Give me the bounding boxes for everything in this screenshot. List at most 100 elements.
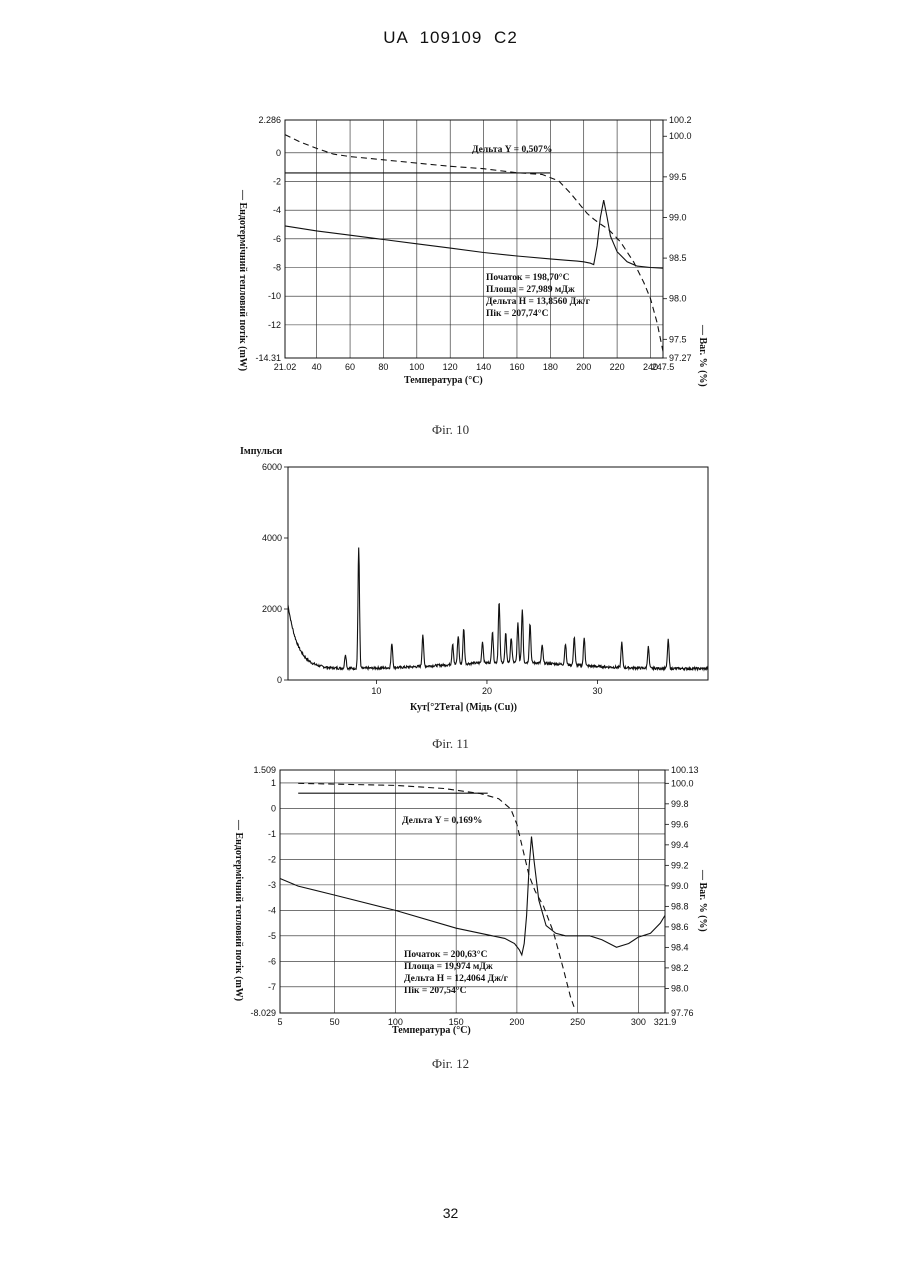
x-tick-label: 50	[330, 1017, 340, 1027]
annotation-delta-h: Дельта H = 12,4064 Дж/г	[404, 974, 509, 984]
y-right-tick-label: 99.8	[671, 799, 689, 809]
y-right-tick-label: 100.2	[669, 115, 692, 125]
y-right-tick-label: 98.2	[671, 963, 689, 973]
patent-header: UA 109109 C2	[0, 28, 901, 48]
annotation-onset: Початок = 198,70°C	[486, 272, 570, 283]
x-axis-label: Температура (°C)	[404, 375, 483, 386]
y-tick-label: 6000	[262, 462, 282, 472]
y-left-tick-label: 0	[276, 148, 281, 158]
y-right-axis-label: — Ваг. % (%)	[697, 869, 708, 932]
y-right-tick-label: 98.0	[669, 294, 687, 304]
y-right-tick-label: 98.6	[671, 922, 689, 932]
x-tick-label: 30	[592, 686, 602, 696]
right-axis-ticks: 100.13 100.0 99.8 99.6 99.4 99.2 99.0 98.8 98.6 9…	[665, 765, 699, 1018]
annotation-onset: Початок = 200,63°C	[404, 949, 488, 960]
y-left-tick-label: -6	[268, 956, 276, 966]
y-left-tick-label: -12	[268, 320, 281, 330]
x-tick-label: 21.02	[274, 362, 297, 372]
y-tick-label: 4000	[262, 533, 282, 543]
y-left-tick-label: -10	[268, 291, 281, 301]
y-tick-label: 0	[277, 675, 282, 685]
x-tick-label: 220	[610, 362, 625, 372]
x-tick-label: 180	[543, 362, 558, 372]
x-axis-label: Температура (°C)	[392, 1025, 471, 1036]
y-left-tick-label: -1	[268, 829, 276, 839]
y-left-tick-label: -5	[268, 931, 276, 941]
y-left-tick-label: -6	[273, 234, 281, 244]
y-right-tick-label: 99.2	[671, 860, 689, 870]
y-right-tick-label: 100.13	[671, 765, 699, 775]
x-axis-ticks: 550100150200250300321.9	[277, 1017, 676, 1027]
y-left-tick-label: -4	[273, 205, 281, 215]
right-axis-ticks: 100.2100.099.599.098.598.097.597.27	[663, 115, 692, 363]
y-left-tick-label: -3	[268, 880, 276, 890]
y-right-tick-label: 98.0	[671, 983, 689, 993]
x-tick-label: 300	[631, 1017, 646, 1027]
delta-y-label: Дельта Y = 0,169%	[402, 816, 482, 826]
y-right-tick-label: 98.4	[671, 942, 689, 952]
x-tick-label: 200	[509, 1017, 524, 1027]
y-right-tick-label: 99.5	[669, 172, 687, 182]
diffraction-pattern	[288, 548, 708, 670]
x-axis-ticks: 21.02406080100120140160180200220240247.5	[274, 362, 675, 372]
x-tick-label: 10	[371, 686, 381, 696]
y-left-tick-label: 1	[271, 778, 276, 788]
delta-y-label: Дельта Y = 0,507%	[472, 145, 552, 155]
x-axis-label: Кут[°2Тета] (Мідь (Cu))	[410, 702, 517, 713]
y-right-axis-label: — Ваг. % (%)	[697, 324, 708, 387]
y-axis-ticks: 0 2000 4000 6000	[262, 462, 288, 685]
x-axis-ticks: 10 20 30	[371, 680, 602, 696]
figure-caption: Фіг. 10	[0, 422, 901, 438]
y-left-tick-label: 1.509	[253, 765, 276, 775]
x-tick-label: 160	[509, 362, 524, 372]
x-tick-label: 20	[482, 686, 492, 696]
heat-flow-curve	[280, 837, 665, 955]
y-right-tick-label: 100.0	[669, 131, 692, 141]
y-left-tick-label: -8	[273, 263, 281, 273]
x-tick-label: 200	[576, 362, 591, 372]
annotation-area: Площа = 27,989 мДж	[486, 285, 575, 295]
y-right-tick-label: 99.0	[669, 212, 687, 222]
weight-percent-curve	[285, 135, 663, 352]
y-left-tick-label: -7	[268, 982, 276, 992]
page-number: 32	[0, 1205, 901, 1221]
x-tick-label: 247.5	[652, 362, 675, 372]
x-tick-label: 140	[476, 362, 491, 372]
y-axis-label: Імпульси	[240, 446, 283, 457]
x-tick-label: 321.9	[654, 1017, 677, 1027]
y-left-tick-label: -2	[273, 176, 281, 186]
figure-caption: Фіг. 11	[0, 736, 901, 752]
annotation-area: Площа = 19,974 мДж	[404, 962, 493, 972]
x-tick-label: 80	[378, 362, 388, 372]
xrd-chart-fig11: Імпульси 0 2000 4000 6000 10 20 30 Кут[°2Тета…	[0, 440, 901, 720]
annotation-peak: Пік = 207,54°C	[404, 985, 467, 996]
x-tick-label: 250	[570, 1017, 585, 1027]
y-left-tick-label: -8.029	[250, 1008, 276, 1018]
dsc-tga-chart-fig10: 2.2860-2-4-6-8-10-12-14.31 100.2100.099.…	[0, 110, 901, 400]
y-left-axis-label: — Ендотермічний тепловий потік (mW)	[233, 819, 244, 1001]
y-right-tick-label: 98.8	[671, 901, 689, 911]
y-right-tick-label: 99.6	[671, 819, 689, 829]
y-tick-label: 2000	[262, 604, 282, 614]
figure-caption: Фіг. 12	[0, 1056, 901, 1072]
left-axis-ticks: 1.509 1 0 -1 -2 -3 -4 -5 -6 -7 -8.029	[250, 765, 276, 1018]
y-right-tick-label: 99.0	[671, 881, 689, 891]
x-tick-label: 60	[345, 362, 355, 372]
y-right-tick-label: 99.4	[671, 840, 689, 850]
annotation-delta-h: Дельта H = 13,8560 Дж/г	[486, 297, 591, 307]
annotation-peak: Пік = 207,74°C	[486, 308, 549, 319]
x-tick-label: 5	[277, 1017, 282, 1027]
y-right-tick-label: 97.5	[669, 334, 687, 344]
y-left-tick-label: 2.286	[258, 115, 281, 125]
y-left-axis-label: — Ендотермічний тепловий потік (mW)	[237, 189, 248, 371]
x-tick-label: 100	[409, 362, 424, 372]
y-left-tick-label: -4	[268, 905, 276, 915]
dsc-tga-chart-fig12: 1.509 1 0 -1 -2 -3 -4 -5 -6 -7 -8.029 100.13 100.0 9…	[0, 760, 901, 1050]
x-tick-label: 120	[443, 362, 458, 372]
y-right-tick-label: 98.5	[669, 253, 687, 263]
y-right-tick-label: 100.0	[671, 778, 694, 788]
y-left-tick-label: -2	[268, 854, 276, 864]
left-axis-ticks: 2.2860-2-4-6-8-10-12-14.31	[255, 115, 281, 363]
y-left-tick-label: 0	[271, 803, 276, 813]
x-tick-label: 40	[312, 362, 322, 372]
